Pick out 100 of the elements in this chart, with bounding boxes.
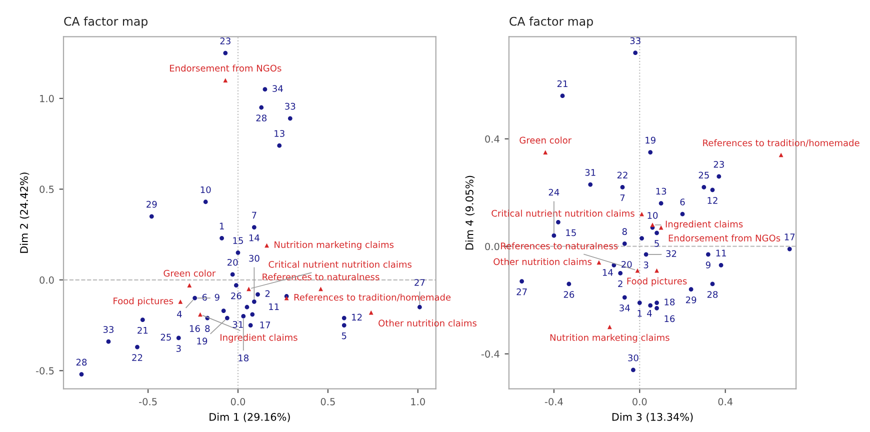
annotation: References to tradition/homemade: [294, 294, 451, 302]
point: [588, 182, 593, 187]
x-tick-label: 0.0: [230, 398, 246, 406]
annotation: 25: [698, 172, 709, 179]
point: [710, 188, 715, 192]
point: [149, 214, 154, 219]
annotation: 28: [707, 291, 718, 298]
y-tick-label: 0.5: [40, 186, 54, 193]
point: [220, 236, 224, 240]
point: [706, 252, 710, 257]
point: [596, 260, 602, 265]
annotation: 12: [352, 314, 362, 321]
annotation: Endorsement from NGOs: [170, 64, 282, 72]
annotation: 2: [265, 290, 270, 297]
chart-title: CA factor map: [510, 16, 593, 28]
y-tick-label: -0.4: [481, 350, 500, 358]
annotation: Endorsement from NGOs: [668, 234, 780, 242]
annotation: 13: [274, 130, 284, 137]
annotation: 17: [784, 234, 795, 240]
point: [618, 271, 623, 276]
annotation: 1: [220, 222, 224, 230]
annotation: 28: [256, 114, 267, 122]
point: [198, 312, 202, 317]
annotation: 14: [602, 269, 613, 276]
annotation: 18: [238, 354, 249, 362]
point: [230, 272, 235, 277]
point: [79, 372, 84, 376]
point: [264, 243, 269, 248]
x-tick-label: 1.0: [411, 398, 425, 406]
point: [710, 282, 715, 286]
point: [259, 105, 264, 110]
y-tick-label: 0.0: [485, 242, 500, 250]
point: [187, 283, 192, 288]
annotation: 34: [620, 304, 630, 312]
point: [631, 368, 636, 372]
annotation: 20: [622, 260, 632, 268]
x-axis-title: Dim 3 (13.34%): [612, 412, 693, 422]
point: [192, 296, 198, 300]
point: [288, 116, 292, 121]
point: [658, 201, 664, 206]
annotation: References to naturalness: [501, 242, 618, 250]
point: [654, 300, 659, 305]
point: [342, 316, 346, 320]
point: [633, 50, 638, 56]
point: [241, 314, 246, 318]
annotation: Green color: [164, 270, 216, 277]
annotation: Ingredient claims: [666, 220, 743, 230]
annotation: 25: [160, 334, 171, 341]
annotation: 33: [630, 37, 640, 44]
annotation: 5: [342, 332, 346, 340]
annotation: Food pictures: [114, 297, 174, 306]
annotation: Ingredient claims: [220, 334, 298, 343]
annotation: Green color: [520, 136, 572, 144]
annotation: 7: [252, 212, 256, 218]
point: [221, 308, 226, 313]
point: [250, 312, 255, 317]
annotation: 10: [200, 186, 211, 194]
x-tick-label: -0.4: [544, 398, 563, 406]
point: [277, 143, 282, 148]
point: [552, 233, 556, 238]
annotation: 20: [228, 258, 238, 266]
annotation: 3: [644, 262, 648, 268]
point: [556, 220, 560, 224]
point: [140, 318, 145, 322]
annotation: 4: [177, 310, 182, 318]
annotation: 13: [656, 188, 666, 195]
point: [248, 323, 253, 328]
annotation: 31: [232, 321, 243, 328]
annotation: 22: [617, 172, 628, 178]
annotation: 19: [197, 338, 208, 344]
x-tick-label: 0.4: [718, 398, 733, 406]
point: [417, 304, 422, 310]
point: [778, 152, 784, 158]
annotation: 8: [622, 228, 627, 235]
point: [622, 295, 627, 300]
point: [566, 282, 572, 286]
point: [225, 316, 230, 320]
x-tick-label: 0.5: [320, 398, 335, 406]
point: [256, 292, 260, 297]
annotation: 4: [647, 310, 652, 317]
annotation: 30: [628, 354, 638, 362]
point: [203, 200, 208, 204]
annotation: 16: [190, 325, 200, 332]
point: [223, 78, 228, 82]
point: [342, 323, 346, 328]
point: [234, 283, 238, 288]
annotation: 7: [620, 194, 625, 202]
y-tick-label: -0.5: [36, 367, 54, 374]
y-tick-label: 0.0: [40, 276, 54, 284]
annotation: 27: [516, 288, 527, 296]
point: [640, 236, 644, 240]
point: [252, 299, 256, 304]
point: [640, 212, 644, 216]
annotation: Nutrition marketing claims: [550, 334, 670, 343]
point: [654, 306, 659, 310]
point: [244, 304, 250, 310]
annotation: 8: [205, 325, 210, 332]
annotation: 29: [686, 296, 696, 304]
annotation: Food pictures: [627, 277, 687, 286]
annotation: 6: [680, 198, 685, 206]
